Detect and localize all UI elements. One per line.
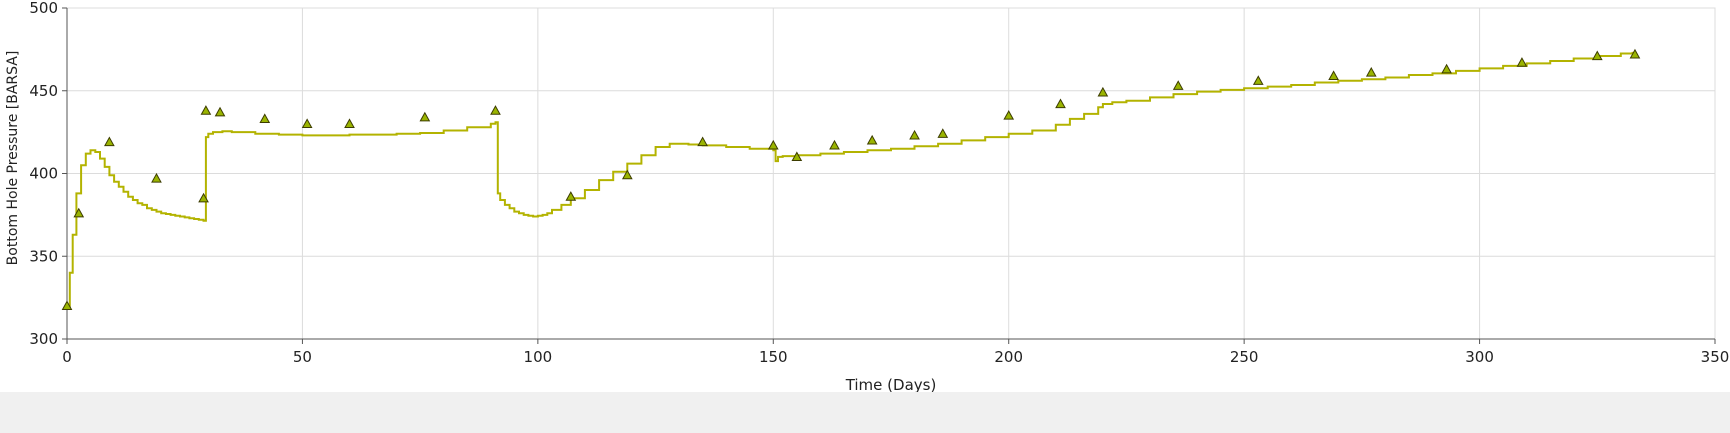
observed-pressure-marker: [1097, 86, 1109, 97]
observed-pressure-marker: [61, 300, 73, 310]
observed-pressure-marker: [621, 169, 633, 180]
y-tick-label: 300: [29, 330, 58, 348]
y-tick-label: 500: [29, 0, 58, 17]
observed-pressure-marker: [104, 136, 115, 147]
observed-pressure-marker: [259, 113, 271, 123]
simulated-pressure-line: [67, 51, 1634, 307]
observed-pressure-marker: [1591, 50, 1603, 61]
x-tick-label: 150: [759, 348, 788, 366]
bhp-chart: Time (Days) Bottom Hole Pressure [BARSA]…: [5, 0, 1730, 394]
observed-pressure-marker: [937, 128, 949, 138]
observed-pressure-marker: [73, 207, 85, 218]
observed-pressure-marker: [490, 105, 501, 115]
y-tick-label: 350: [29, 247, 58, 265]
label-layer: Time (Days) Bottom Hole Pressure [BARSA]…: [5, 0, 1730, 394]
observed-pressure-marker: [1172, 80, 1184, 90]
observed-pressure-marker: [697, 136, 709, 147]
observed-pressure-marker: [344, 118, 355, 128]
x-tick-label: 300: [1465, 348, 1494, 366]
series-layer: [67, 51, 1634, 307]
y-tick-label: 400: [29, 165, 58, 183]
observed-pressure-marker: [151, 172, 162, 183]
observed-pressure-marker: [1003, 110, 1015, 120]
observed-pressure-marker: [1365, 67, 1377, 77]
observed-pressure-marker: [866, 134, 878, 145]
observed-pressure-marker: [1629, 48, 1641, 59]
x-tick-label: 350: [1701, 348, 1730, 366]
observed-pressure-marker: [829, 139, 840, 150]
observed-pressure-marker: [1055, 98, 1066, 109]
x-tick-label: 50: [293, 348, 312, 366]
observed-pressure-marker: [200, 105, 212, 115]
x-tick-label: 0: [62, 348, 72, 366]
observed-pressure-marker: [791, 151, 803, 162]
y-axis-title: Bottom Hole Pressure [BARSA]: [5, 51, 21, 266]
x-tick-label: 100: [524, 348, 553, 366]
observed-pressure-marker: [301, 118, 313, 128]
observed-pressure-marker: [214, 106, 226, 117]
observed-pressure-marker: [1328, 70, 1339, 80]
observed-pressure-marker: [1252, 75, 1264, 85]
observed-pressure-marker: [767, 139, 779, 150]
grid-layer: [66, 7, 1716, 340]
x-tick-label: 250: [1230, 348, 1259, 366]
observed-pressure-marker: [1516, 57, 1528, 67]
observed-pressure-marker: [198, 192, 209, 203]
observed-pressure-marker: [909, 129, 920, 140]
y-tick-label: 450: [29, 82, 58, 100]
observed-pressure-marker: [565, 191, 577, 201]
marker-layer: [61, 48, 1641, 310]
x-axis-title: Time (Days): [845, 376, 937, 392]
x-tick-label: 200: [994, 348, 1023, 366]
footer-strip: [0, 392, 1730, 433]
observed-pressure-marker: [419, 111, 431, 122]
axis-layer: [62, 7, 1716, 344]
observed-pressure-marker: [1441, 63, 1452, 74]
